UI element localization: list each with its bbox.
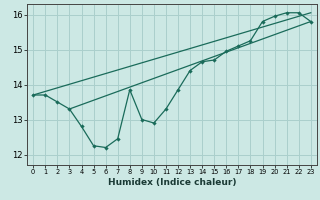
X-axis label: Humidex (Indice chaleur): Humidex (Indice chaleur) xyxy=(108,178,236,187)
